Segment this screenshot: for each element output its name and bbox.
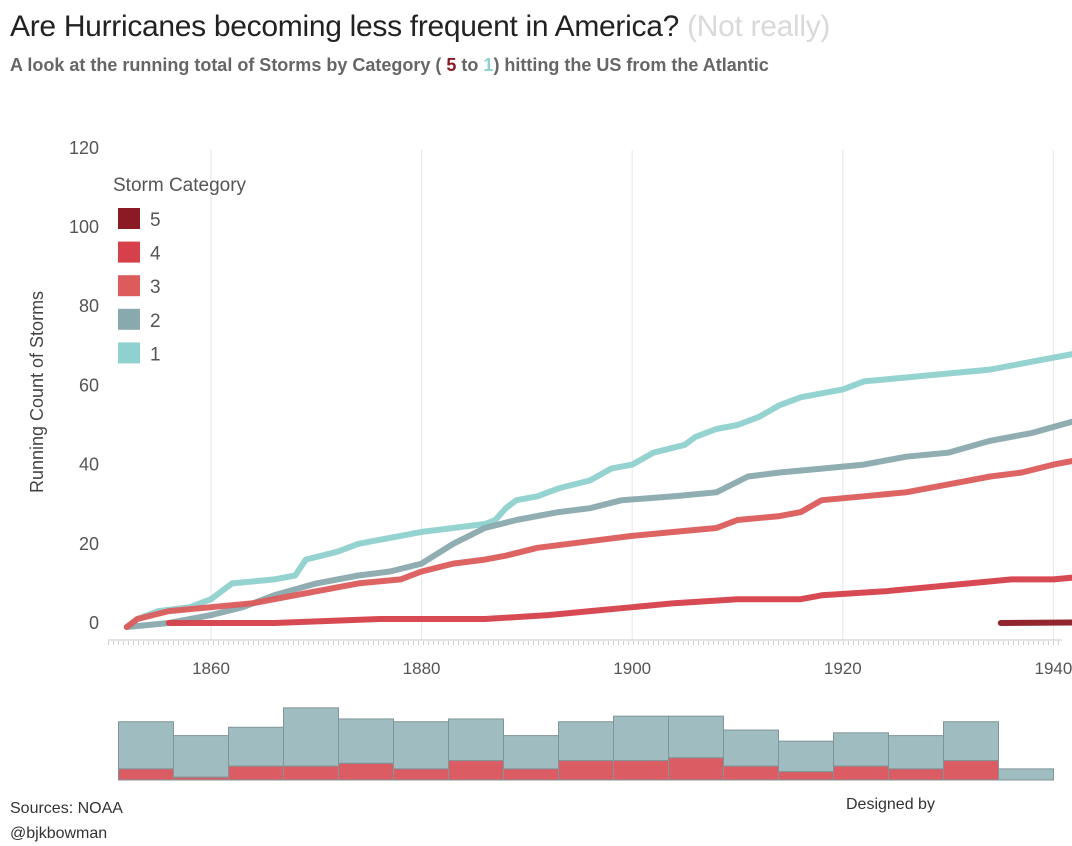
legend-swatch-cat-5[interactable] (118, 208, 140, 229)
y-axis-title: Running Count of Storms (27, 291, 47, 493)
legend-label-cat-3[interactable]: 3 (150, 277, 161, 298)
legend[interactable]: Storm Category 5 4 3 2 1 (113, 175, 247, 365)
hist-bar-lower (668, 757, 724, 781)
x-tick-label: 1880 (403, 659, 441, 678)
subtitle-cat-high: 5 (446, 55, 457, 75)
x-axis (108, 639, 1062, 645)
hist-bar-lower (778, 771, 834, 781)
hist-bar-upper (503, 735, 559, 770)
legend-label-cat-1[interactable]: 1 (150, 344, 161, 365)
x-tick-label: 1900 (613, 659, 651, 678)
hist-bar-upper (118, 721, 174, 770)
y-tick-label: 100 (69, 217, 99, 237)
series-line-cat-2[interactable] (123, 326, 1072, 630)
series-line-cat-5[interactable] (997, 617, 1072, 626)
designed-by: Designed by (846, 796, 935, 813)
subtitle-to: to (461, 55, 479, 75)
legend-swatch-cat-4[interactable] (118, 241, 140, 263)
chart-subtitle: A look at the running total of Storms by… (10, 55, 769, 76)
y-tick-label: 120 (69, 138, 99, 158)
hist-bar-upper (338, 718, 394, 764)
hist-bar-lower (833, 765, 889, 781)
hist-bar-lower (503, 768, 559, 781)
hist-bar-lower (723, 765, 779, 781)
hist-bar-lower (283, 765, 339, 781)
hist-bar-upper (998, 768, 1054, 781)
hist-bar-lower (613, 760, 669, 781)
series-line-cat-4[interactable] (165, 554, 1072, 626)
legend-label-cat-4[interactable]: 4 (150, 244, 161, 265)
legend-label-cat-5[interactable]: 5 (150, 210, 161, 231)
hist-bar-lower (338, 762, 394, 781)
hist-bar-lower (888, 768, 944, 781)
sources-text: Sources: NOAA (10, 800, 123, 817)
x-tick-label: 1860 (192, 659, 230, 678)
hist-bar-upper (943, 721, 999, 762)
hist-bar-lower (173, 776, 229, 781)
hist-bar-lower (558, 760, 614, 781)
subtitle-post: ) hitting the US from the Atlantic (493, 55, 769, 75)
hist-bar-upper (723, 729, 779, 767)
legend-swatch-cat-2[interactable] (118, 308, 140, 330)
hist-bar-upper (393, 721, 449, 770)
hist-bar-upper (833, 732, 889, 767)
series-line-cat-1[interactable] (123, 168, 1072, 630)
legend-swatch-cat-3[interactable] (118, 275, 140, 297)
hist-bar-upper (448, 718, 504, 762)
hist-bar-upper (613, 715, 669, 762)
hist-bar-lower (228, 765, 284, 781)
x-tick-labels: 186018801900192019401960198020002020 (192, 659, 1072, 678)
series-lines (123, 168, 1072, 630)
y-tick-label: 40 (79, 455, 99, 475)
hist-bar-lower (118, 768, 174, 781)
hist-bar-upper (778, 740, 834, 773)
decade-histogram (118, 707, 1054, 781)
y-tick-labels: 0 20 40 60 80 100 120 (69, 138, 99, 633)
hist-bar-lower (393, 768, 449, 781)
y-tick-label: 0 (89, 613, 99, 633)
subtitle-pre: A look at the running total of Storms by… (10, 55, 442, 75)
y-tick-label: 20 (79, 534, 99, 554)
hist-bar-upper (173, 735, 229, 778)
hist-bar-lower (448, 760, 504, 781)
title-main: Are Hurricanes becoming less frequent in… (10, 10, 679, 43)
hist-bar-upper (558, 721, 614, 762)
subtitle-cat-low: 1 (483, 55, 494, 75)
hist-bar-lower (943, 760, 999, 781)
series-line-cat-3[interactable] (123, 330, 1072, 630)
hist-bar-upper (888, 735, 944, 770)
footer-sources: Sources: NOAA @bjkbowman (10, 796, 123, 846)
hist-bar-upper (668, 715, 724, 759)
chart-title: Are Hurricanes becoming less frequent in… (10, 10, 830, 44)
hist-bar-upper (283, 707, 339, 767)
author-handle[interactable]: @bjkbowman (10, 825, 108, 842)
legend-title: Storm Category (113, 175, 247, 196)
y-tick-label: 60 (79, 375, 99, 395)
x-tick-label: 1940 (1034, 659, 1072, 678)
legend-swatch-cat-1[interactable] (118, 342, 140, 364)
title-aside: (Not really) (687, 10, 831, 43)
x-tick-label: 1920 (824, 659, 862, 678)
hist-bar-upper (228, 726, 284, 767)
grid-lines (210, 150, 1054, 640)
y-tick-label: 80 (79, 296, 99, 316)
legend-label-cat-2[interactable]: 2 (150, 311, 161, 332)
